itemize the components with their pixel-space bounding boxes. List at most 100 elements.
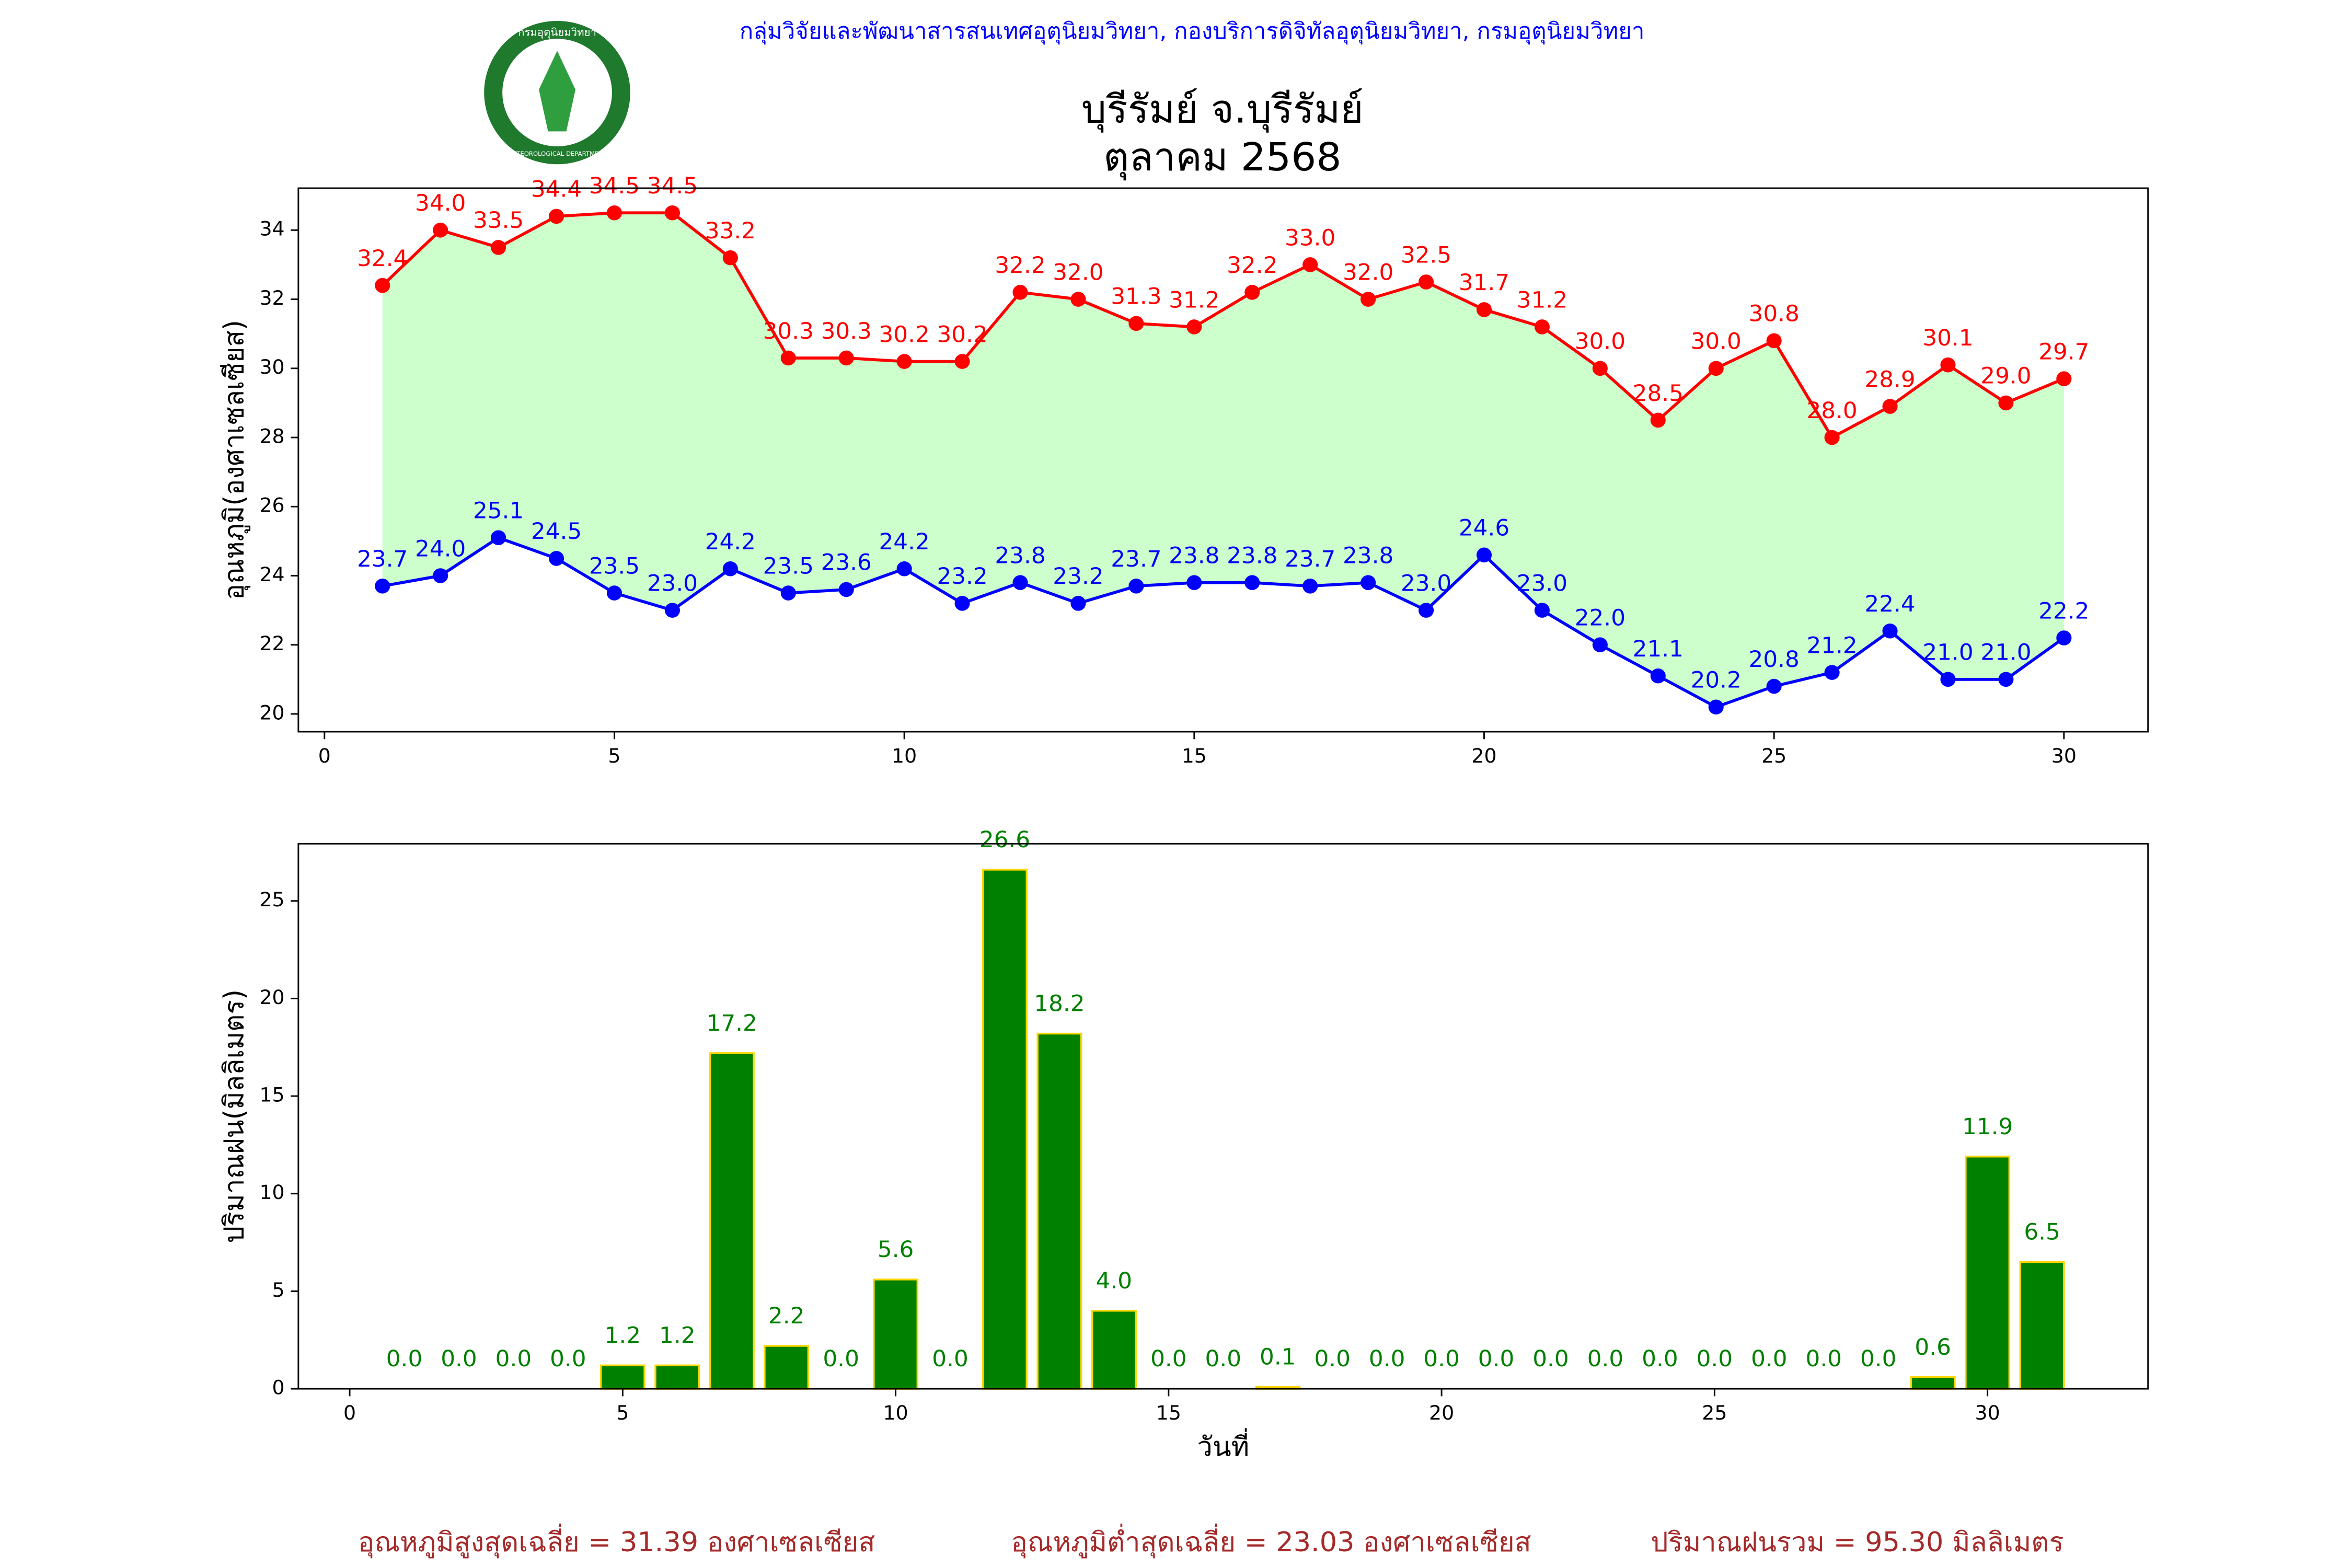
data-label: 24.5 xyxy=(531,519,582,545)
data-label: 23.7 xyxy=(1285,547,1335,573)
x-tick-label: 25 xyxy=(1702,1401,1727,1424)
point xyxy=(896,561,912,577)
axes-frame xyxy=(297,843,2149,1390)
data-label: 23.8 xyxy=(1169,543,1219,569)
data-label: 1.2 xyxy=(605,1323,641,1349)
data-label: 1.2 xyxy=(659,1323,695,1349)
header: กลุ่มวิจัยและพัฒนาสารสนเทศอุตุนิยมวิทยา,… xyxy=(740,19,1645,45)
data-label: 20.8 xyxy=(1749,647,1800,673)
point xyxy=(838,350,854,366)
data-label: 32.4 xyxy=(357,246,408,272)
data-label: 31.2 xyxy=(1169,287,1219,314)
data-label: 21.0 xyxy=(1922,640,1973,666)
plot: 32.4 34.0 33.5 34.4 34.5 34.5 33.2 30.3 30.3 30.2… xyxy=(357,173,2089,715)
point xyxy=(1882,399,1898,414)
point xyxy=(896,354,912,369)
x-axis-label: วันที่ xyxy=(1197,1428,1249,1462)
data-label: 0.0 xyxy=(1860,1346,1896,1373)
y-tick-label: 20 xyxy=(259,986,284,1009)
data-label: 29.0 xyxy=(1980,363,2031,389)
x-tick-label: 20 xyxy=(1429,1401,1454,1424)
y-tick-label: 10 xyxy=(259,1181,284,1204)
data-label: 30.2 xyxy=(937,322,987,348)
data-label: 30.8 xyxy=(1749,301,1800,327)
data-label: 23.7 xyxy=(1111,547,1161,573)
data-label: 30.3 xyxy=(763,318,814,344)
x-tick-label: 0 xyxy=(318,744,331,767)
point xyxy=(606,585,622,601)
data-label: 31.2 xyxy=(1517,287,1567,314)
x-tick-label: 30 xyxy=(1975,1401,2000,1424)
point xyxy=(1650,668,1666,684)
range-area xyxy=(382,213,2064,707)
point xyxy=(1940,357,1956,373)
data-label: 31.3 xyxy=(1111,284,1161,310)
logo-bottom-text: METEOROLOGICAL DEPARTMENT xyxy=(508,150,607,157)
x-tick-label: 10 xyxy=(892,744,917,767)
data-label: 21.2 xyxy=(1806,633,1857,659)
data-label: 28.0 xyxy=(1806,398,1857,424)
y-tick-label: 26 xyxy=(259,494,284,517)
data-label: 2.2 xyxy=(768,1303,804,1329)
point xyxy=(1070,292,1086,307)
point xyxy=(1419,274,1434,290)
data-label: 0.1 xyxy=(1260,1344,1296,1370)
point xyxy=(954,354,970,369)
point xyxy=(548,551,564,566)
point xyxy=(838,582,854,597)
plot: 0.0 0.0 0.0 0.0 1.2 1.2 17.2 2.2 0.0 5.6 0.0 26.6 18… xyxy=(386,827,2065,1390)
point xyxy=(1592,361,1608,376)
point xyxy=(1244,285,1260,300)
point xyxy=(375,579,390,594)
point xyxy=(1708,699,1724,715)
data-label: 23.0 xyxy=(647,571,698,597)
data-label: 0.0 xyxy=(1532,1346,1569,1373)
data-label: 21.0 xyxy=(1980,640,2031,666)
y-axis-label: อุณหภูมิ(องศาเซลเซียส) xyxy=(218,320,251,600)
point xyxy=(548,209,564,224)
data-label: 0.0 xyxy=(1205,1346,1241,1373)
point xyxy=(664,603,680,618)
y-tick-label: 20 xyxy=(259,701,284,724)
point xyxy=(433,568,448,583)
point xyxy=(780,585,796,601)
point xyxy=(1128,579,1144,594)
point xyxy=(1592,637,1608,653)
data-label: 0.0 xyxy=(441,1346,477,1373)
x-tick-label: 0 xyxy=(343,1401,356,1424)
x-tick-label: 5 xyxy=(616,1401,629,1424)
point xyxy=(1012,285,1028,300)
data-label: 18.2 xyxy=(1034,991,1085,1017)
logo: กรมอุตุนิยมวิทยา METEOROLOGICAL DEPARTME… xyxy=(484,21,630,165)
point xyxy=(722,561,738,577)
logo-top-text: กรมอุตุนิยมวิทยา xyxy=(518,26,596,39)
data-label: 32.5 xyxy=(1401,243,1451,269)
point xyxy=(491,530,506,546)
point xyxy=(375,278,390,293)
data-label: 23.6 xyxy=(821,550,872,576)
data-label: 23.5 xyxy=(763,554,814,580)
chart-title: บุรีรัมย์ จ.บุรีรัมย์ xyxy=(1081,86,1364,133)
data-label: 5.6 xyxy=(878,1237,914,1263)
data-label: 22.4 xyxy=(1864,591,1915,617)
data-label: 0.0 xyxy=(1314,1346,1350,1373)
data-label: 30.2 xyxy=(879,322,930,348)
y-axis-label: ปริมาณฝน(มิลลิเมตร) xyxy=(218,989,250,1243)
data-label: 30.0 xyxy=(1575,329,1625,355)
data-label: 6.5 xyxy=(2024,1219,2060,1246)
point xyxy=(1882,623,1898,639)
point xyxy=(1361,292,1376,307)
data-label: 22.2 xyxy=(2038,598,2089,625)
data-label: 32.0 xyxy=(1343,260,1393,286)
data-label: 23.2 xyxy=(1053,564,1103,590)
point xyxy=(2056,371,2072,386)
data-label: 22.0 xyxy=(1575,605,1625,631)
data-label: 0.0 xyxy=(823,1346,859,1373)
x-tick-label: 5 xyxy=(608,744,620,767)
data-label: 23.7 xyxy=(357,547,408,573)
y-tick-label: 32 xyxy=(259,286,284,309)
data-label: 33.2 xyxy=(705,218,756,244)
point xyxy=(1940,672,1956,687)
point xyxy=(606,205,622,221)
data-label: 31.7 xyxy=(1459,270,1509,296)
